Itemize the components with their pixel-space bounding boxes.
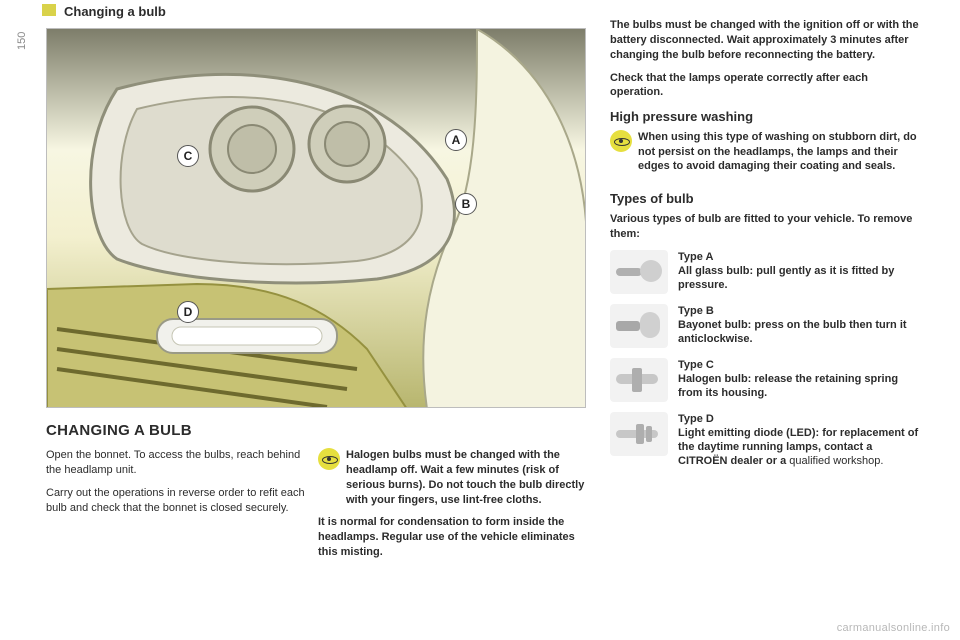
eye-icon (610, 130, 632, 152)
subheading: CHANGING A BULB (46, 422, 192, 439)
bulb-row-a: Type A All glass bulb: pull gently as it… (610, 250, 924, 294)
bulb-row-d: Type D Light emitting diode (LED): for r… (610, 412, 924, 469)
bulb-row-b: Type B Bayonet bulb: press on the bulb t… (610, 304, 924, 348)
manual-page: Changing a bulb 150 A B C D CHANG (0, 0, 960, 640)
headlamp-illustration: A B C D (46, 28, 586, 408)
headlamp-svg (47, 29, 586, 408)
col3-p-types: Various types of bulb are fitted to your… (610, 212, 924, 242)
accent-tab (42, 4, 56, 16)
bulb-c-title: Type C (678, 358, 924, 372)
col2-p1: Halogen bulbs must be changed with the h… (346, 448, 586, 507)
bulb-a-icon (610, 250, 668, 294)
col2-p2: It is normal for condensation to form in… (318, 515, 586, 560)
bulb-row-c: Type C Halogen bulb: release the retaini… (610, 358, 924, 402)
bulb-d-desc-tail: qualified workshop. (789, 455, 883, 467)
bulb-b-icon (610, 304, 668, 348)
column-1: Open the bonnet. To access the bulbs, re… (46, 448, 308, 523)
col3-p1: The bulbs must be changed with the ignit… (610, 18, 924, 63)
heading-high-pressure: High pressure washing (610, 108, 924, 126)
col1-p2: Carry out the operations in reverse orde… (46, 486, 308, 516)
bulb-c-icon (610, 358, 668, 402)
watermark: carmanualsonline.info (837, 622, 950, 634)
column-3: The bulbs must be changed with the ignit… (610, 18, 924, 479)
col2-warning: Halogen bulbs must be changed with the h… (318, 448, 586, 515)
bulb-d-title: Type D (678, 412, 924, 426)
bulb-b-title: Type B (678, 304, 924, 318)
callout-b: B (455, 193, 477, 215)
bulb-b-desc: Bayonet bulb: press on the bulb then tur… (678, 319, 907, 345)
col3-p-wash: When using this type of washing on stubb… (638, 130, 924, 175)
page-number-side: 150 (16, 32, 28, 50)
bulb-d-icon (610, 412, 668, 456)
callout-a: A (445, 129, 467, 151)
col1-p1: Open the bonnet. To access the bulbs, re… (46, 448, 308, 478)
bulb-a-title: Type A (678, 250, 924, 264)
column-2: Halogen bulbs must be changed with the h… (318, 448, 586, 568)
col3-p2: Check that the lamps operate correctly a… (610, 71, 924, 101)
section-title: Changing a bulb (64, 4, 166, 19)
bulb-a-desc: All glass bulb: pull gently as it is fit… (678, 265, 894, 291)
eye-icon (318, 448, 340, 470)
heading-types: Types of bulb (610, 190, 924, 208)
wash-warning: When using this type of washing on stubb… (610, 130, 924, 183)
callout-c: C (177, 145, 199, 167)
callout-d: D (177, 301, 199, 323)
bulb-c-desc: Halogen bulb: release the retaining spri… (678, 373, 898, 399)
